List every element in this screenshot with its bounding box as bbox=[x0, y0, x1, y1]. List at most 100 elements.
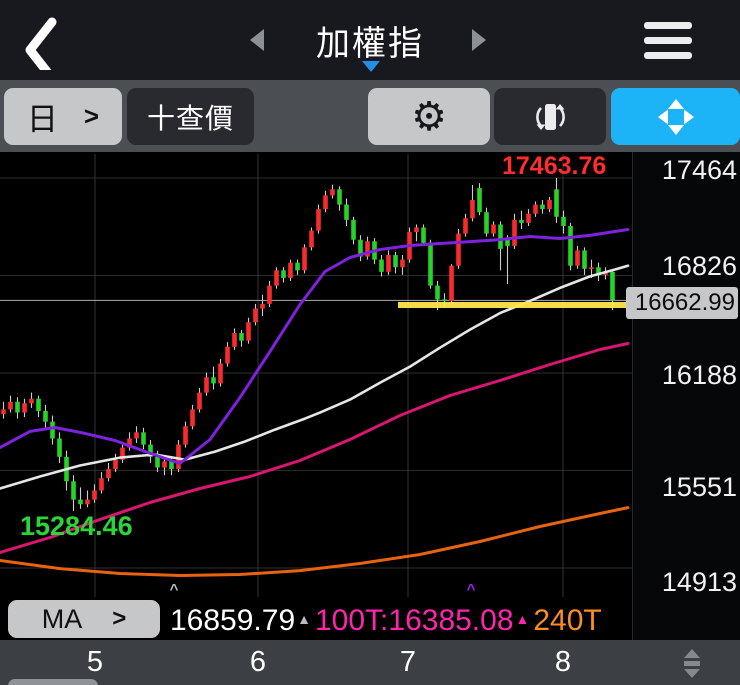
ma-line-purple bbox=[0, 228, 630, 465]
gear-icon: ⚙ bbox=[411, 94, 447, 139]
candle-body bbox=[309, 230, 314, 248]
candle-body bbox=[260, 303, 265, 309]
ma-value: 100T:16385.08 bbox=[315, 604, 514, 637]
ma-indicator-bar: MA > 16859.79 ▲ 100T:16385.08 ▲ 240T bbox=[0, 598, 632, 640]
trend-up-icon: ▲ bbox=[297, 611, 311, 627]
candle-body bbox=[155, 456, 160, 468]
candle-body bbox=[456, 233, 461, 266]
candle-body bbox=[351, 219, 356, 240]
candle-body bbox=[176, 444, 181, 470]
price-axis: 17464 16826 16188 15551 14913 bbox=[632, 152, 740, 640]
next-row-peek-button[interactable] bbox=[8, 679, 98, 685]
candle-body bbox=[148, 444, 153, 457]
price-tick-label: 16188 bbox=[661, 360, 737, 390]
candle-body bbox=[547, 199, 552, 210]
candle-body bbox=[498, 224, 503, 249]
x-axis-label: 8 bbox=[554, 646, 572, 678]
candle-body bbox=[85, 499, 90, 505]
candle-body bbox=[92, 490, 97, 500]
move-chart-button[interactable] bbox=[611, 88, 740, 145]
candle-body bbox=[15, 401, 20, 413]
candle-body bbox=[246, 322, 251, 341]
ma-chevron-icon: > bbox=[112, 605, 127, 632]
candle-body bbox=[519, 219, 524, 223]
candle-body bbox=[113, 459, 118, 470]
rotate-screen-icon bbox=[536, 103, 565, 130]
ma-line-orange bbox=[0, 506, 630, 577]
menu-button[interactable] bbox=[644, 22, 700, 62]
candle-body bbox=[78, 499, 83, 505]
high-price-label: 17463.76 bbox=[502, 152, 607, 180]
candle-body bbox=[295, 262, 300, 271]
candle-body bbox=[463, 218, 468, 234]
candle-body bbox=[197, 392, 202, 410]
ma-value: 240T bbox=[533, 604, 602, 637]
candle-body bbox=[330, 189, 335, 196]
candle-body bbox=[57, 438, 62, 457]
prev-symbol-button[interactable] bbox=[250, 29, 264, 51]
candle-body bbox=[22, 403, 27, 413]
candle-body bbox=[561, 216, 566, 226]
candle-body bbox=[106, 469, 111, 479]
period-label: 日 bbox=[26, 102, 58, 137]
candle-body bbox=[1, 409, 6, 415]
ma-value: 16859.79 bbox=[170, 604, 296, 637]
rotate-screen-button[interactable] bbox=[494, 88, 606, 145]
candle-body bbox=[267, 285, 272, 304]
candle-body bbox=[190, 409, 195, 427]
candle-body bbox=[8, 401, 13, 410]
candle-body bbox=[169, 461, 174, 470]
candle-body bbox=[36, 398, 41, 411]
candle-body bbox=[281, 270, 286, 278]
next-symbol-button[interactable] bbox=[472, 29, 486, 51]
hamburger-icon bbox=[644, 22, 700, 59]
ma-line-white bbox=[0, 264, 630, 490]
candle-body bbox=[540, 204, 545, 210]
candlestick-chart[interactable]: ^ ^ bbox=[0, 152, 632, 598]
x-axis-label: 6 bbox=[249, 646, 267, 678]
candle-body bbox=[141, 432, 146, 445]
candle-body bbox=[162, 461, 167, 468]
scroll-grip-icon bbox=[684, 660, 700, 666]
candle-body bbox=[29, 398, 34, 404]
candle-body bbox=[596, 267, 601, 275]
candle-body bbox=[204, 377, 209, 393]
event-marker-caret: ^ bbox=[467, 581, 476, 598]
trend-up-icon: ▲ bbox=[515, 611, 530, 627]
nav-bar: 加權指 bbox=[0, 0, 740, 83]
price-tick-label: 14913 bbox=[661, 567, 737, 597]
symbol-title[interactable]: 加權指 bbox=[316, 25, 424, 63]
period-button[interactable]: 日 > bbox=[4, 88, 122, 145]
candle-body bbox=[582, 250, 587, 269]
scroll-down-icon bbox=[684, 668, 700, 678]
candle-body bbox=[274, 270, 279, 286]
candle-body bbox=[337, 189, 342, 205]
candle-body bbox=[533, 204, 538, 214]
price-tick-label: 17464 bbox=[661, 155, 737, 185]
scroll-handle[interactable] bbox=[682, 646, 702, 680]
ma-values: 16859.79 ▲ 100T:16385.08 ▲ 240T bbox=[170, 598, 602, 640]
back-button[interactable] bbox=[14, 10, 74, 83]
candle-body bbox=[421, 227, 426, 243]
candle-body bbox=[393, 255, 398, 268]
candle-body bbox=[505, 238, 510, 246]
ma-button[interactable]: MA > bbox=[8, 600, 160, 638]
settings-button[interactable]: ⚙ bbox=[368, 88, 490, 145]
candle-body bbox=[316, 209, 321, 231]
x-axis-label: 5 bbox=[86, 646, 104, 678]
candle-body bbox=[302, 247, 307, 271]
candle-body bbox=[71, 481, 76, 500]
price-tick-label: 16826 bbox=[661, 251, 737, 281]
candle-body bbox=[386, 255, 391, 272]
title-dropdown-icon[interactable] bbox=[362, 61, 380, 72]
event-marker-caret: ^ bbox=[170, 581, 179, 598]
candle-body bbox=[491, 224, 496, 234]
candle-body bbox=[435, 285, 440, 300]
add-quote-button[interactable]: 十查價 bbox=[127, 88, 254, 145]
candle-body bbox=[43, 410, 48, 422]
candle-body bbox=[253, 308, 258, 323]
ma-line-magenta bbox=[0, 342, 630, 554]
candle-body bbox=[414, 227, 419, 233]
candle-body bbox=[232, 332, 237, 347]
